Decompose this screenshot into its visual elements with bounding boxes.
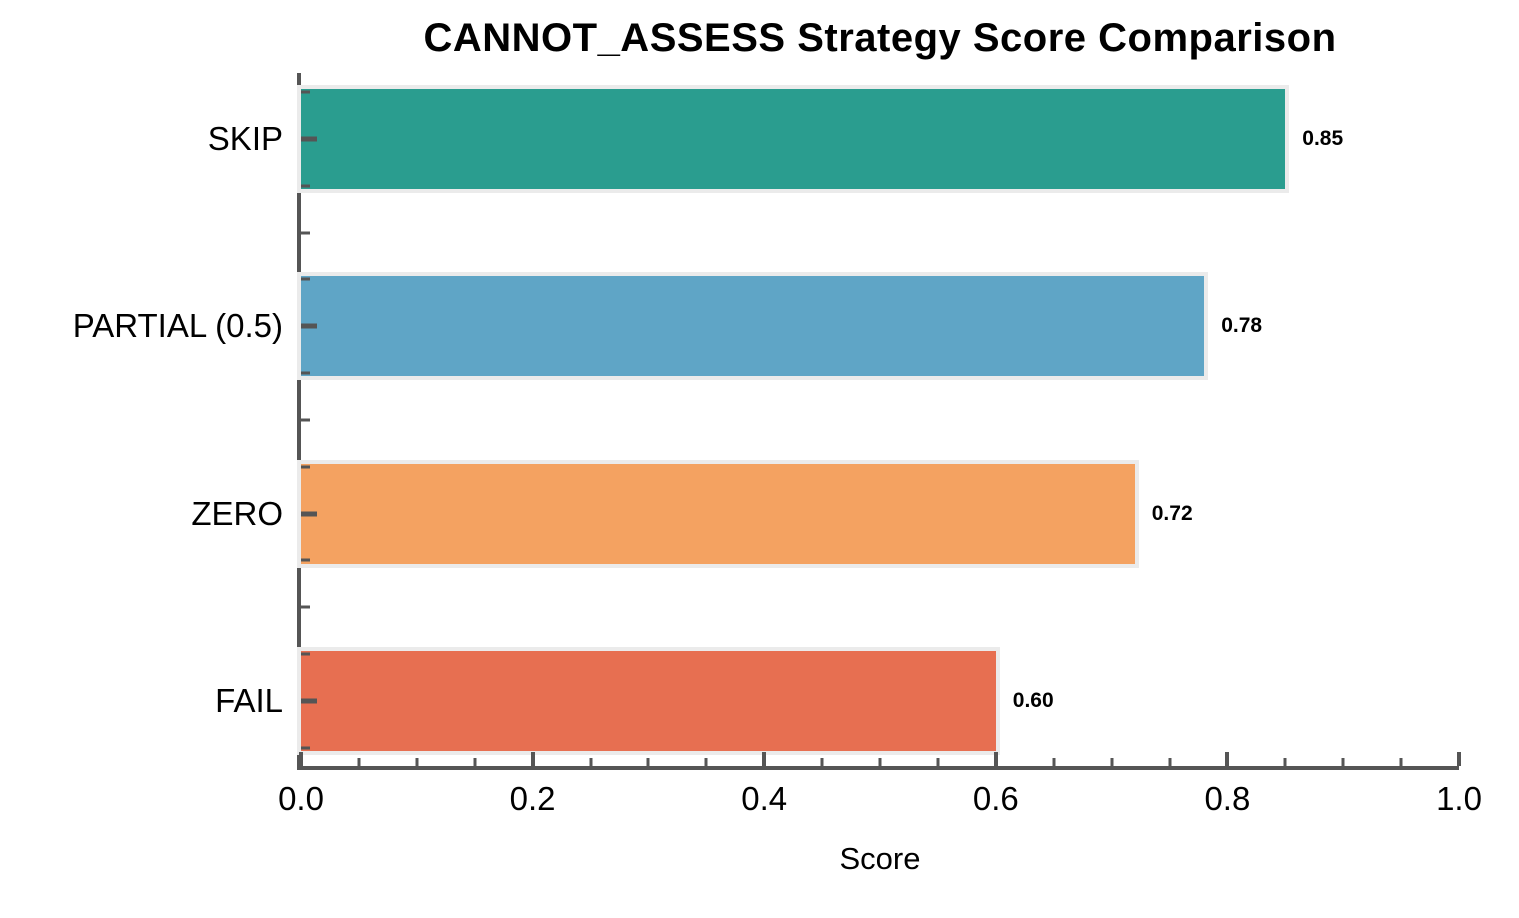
x-axis-major-tick: [1457, 752, 1461, 766]
y-axis-minor-tick: [301, 465, 310, 469]
y-axis-minor-tick: [301, 231, 310, 235]
y-axis-minor-tick: [301, 558, 310, 562]
x-axis-major-tick: [993, 752, 998, 766]
y-axis-minor-tick: [301, 652, 310, 656]
y-axis-minor-tick: [301, 605, 310, 609]
x-tick-label-0.4: 0.4: [741, 780, 788, 817]
x-axis-minor-tick: [473, 758, 477, 766]
y-axis-minor-tick: [301, 371, 310, 375]
y-tick-label-zero: ZERO: [191, 494, 283, 532]
y-axis-minor-tick: [301, 277, 310, 281]
y-axis-major-tick: [301, 136, 317, 142]
x-tick-label-0.8: 0.8: [1204, 780, 1251, 817]
x-axis-label: Score: [839, 841, 921, 876]
x-tick-label-0.2: 0.2: [509, 780, 556, 817]
x-axis-minor-tick: [936, 758, 940, 766]
x-axis-major-tick: [1225, 752, 1230, 766]
y-axis-minor-tick: [301, 90, 310, 94]
plot-area: SKIP 0.85 PARTIAL (0.5) 0.78 ZERO 0.72 FAIL 0.6…: [73, 73, 1482, 817]
y-tick-label-fail: FAIL: [215, 681, 283, 719]
x-axis-minor-tick: [704, 758, 708, 766]
x-axis-minor-tick: [589, 758, 592, 766]
y-axis-major-tick: [301, 511, 317, 517]
y-tick-label-skip: SKIP: [207, 120, 283, 157]
bar-fail: [297, 646, 1000, 755]
y-axis-minor-tick: [301, 418, 310, 422]
value-label-fail: 0.60: [1012, 688, 1054, 712]
y-tick-label-partial-0-5: PARTIAL (0.5): [72, 307, 283, 345]
x-axis-minor-tick: [820, 758, 824, 766]
x-tick-label-1.0: 1.0: [1436, 780, 1482, 817]
x-axis-major-tick: [530, 752, 535, 766]
y-axis-minor-tick: [301, 746, 310, 750]
x-axis-minor-tick: [415, 758, 419, 766]
value-label-partial-0-5: 0.78: [1221, 314, 1263, 338]
bar-partial-0-5: [296, 272, 1209, 381]
x-axis-minor-tick: [1283, 758, 1287, 766]
x-axis-minor-tick: [1399, 758, 1403, 766]
x-axis-minor-tick: [1341, 758, 1345, 766]
y-axis-major-tick: [301, 323, 317, 329]
x-axis-minor-tick: [878, 758, 882, 766]
x-axis-minor-tick: [1168, 758, 1171, 766]
x-tick-label-0.6: 0.6: [972, 780, 1019, 817]
x-tick-label-0.0: 0.0: [278, 780, 324, 817]
x-axis-minor-tick: [646, 758, 650, 766]
value-label-zero: 0.72: [1151, 501, 1193, 525]
value-label-skip: 0.85: [1302, 127, 1344, 150]
y-axis-major-tick: [301, 698, 317, 704]
x-axis-minor-tick: [1110, 758, 1114, 766]
x-axis-minor-tick: [357, 758, 361, 766]
chart-title: CANNOT_ASSESS Strategy Score Comparison: [423, 16, 1337, 60]
x-axis-major-tick: [299, 752, 303, 766]
x-axis-major-tick: [762, 752, 767, 766]
x-axis-minor-tick: [1052, 758, 1056, 766]
bar-skip: [296, 85, 1290, 193]
bar-zero: [297, 459, 1139, 568]
y-axis-minor-tick: [301, 184, 310, 188]
